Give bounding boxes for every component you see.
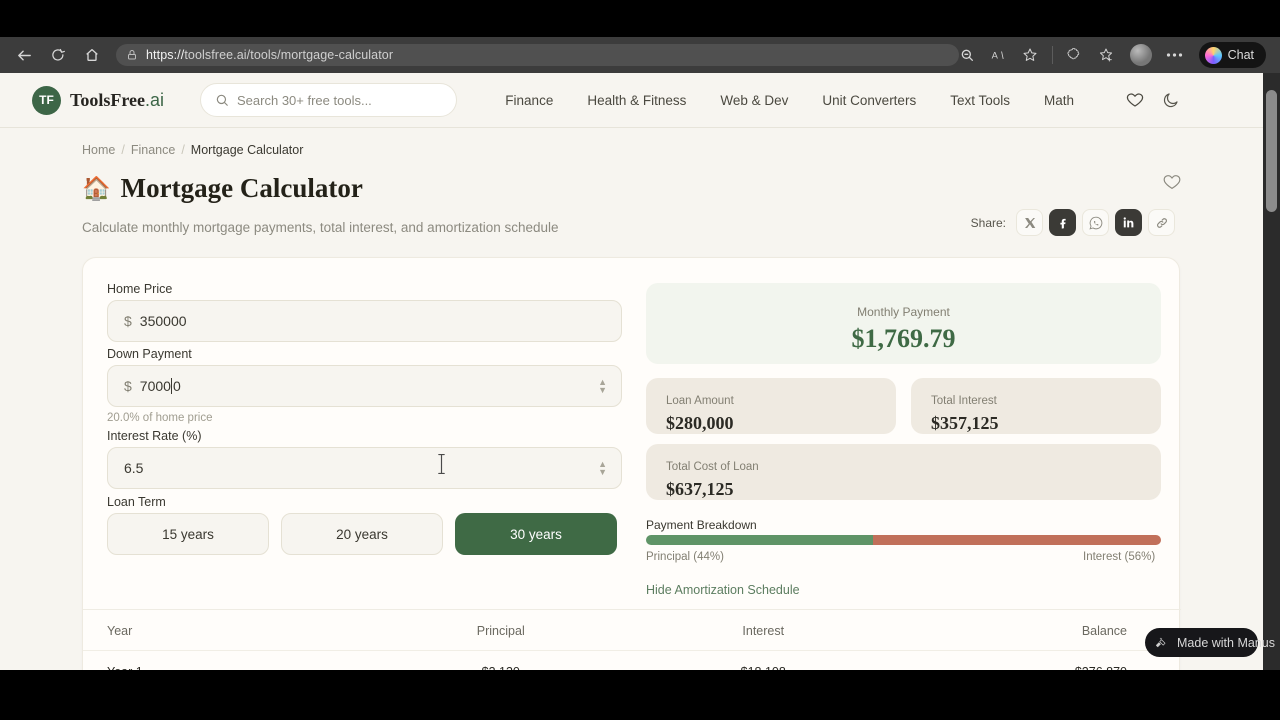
- svg-text:A: A: [991, 50, 998, 60]
